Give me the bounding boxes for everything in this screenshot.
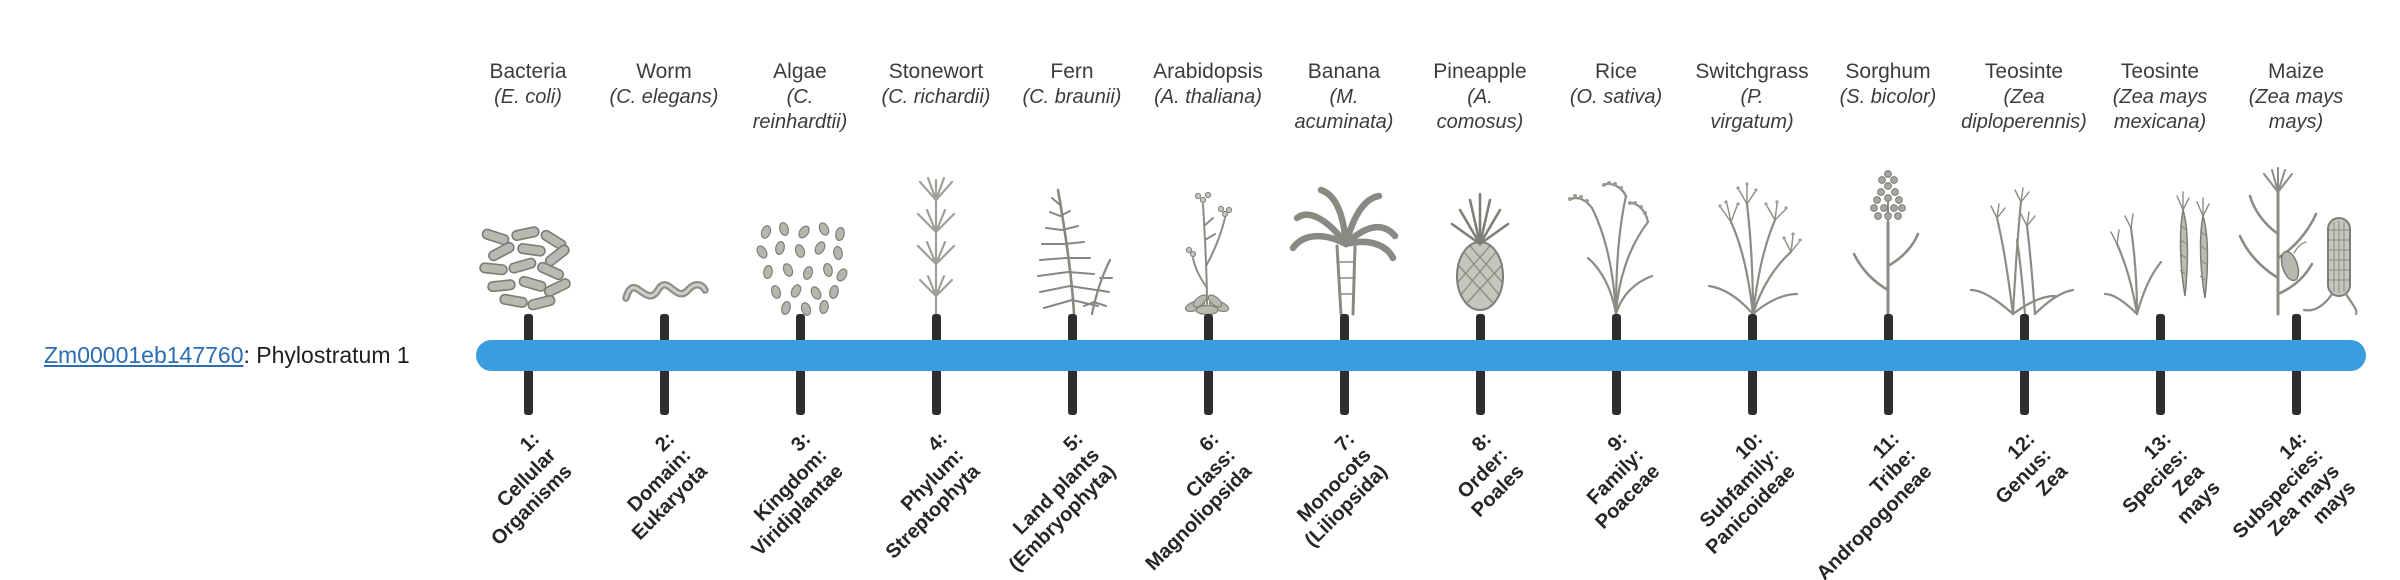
taxon-label: Arabidopsis (A. thaliana) (1113, 58, 1303, 110)
sorghum-illustration (1793, 168, 1983, 316)
taxon-common-name: Fern (1050, 60, 1094, 83)
stratum-text: 11: Tribe: Andropogoneae (1812, 428, 1937, 580)
gene-phylostratum-text: : Phylostratum 1 (243, 342, 410, 368)
switchgrass-illustration (1657, 168, 1847, 316)
stratum-text: 10: Subfamily: Panicoideae (1695, 428, 1801, 559)
taxon-scientific-name: (A. thaliana) (1154, 86, 1262, 108)
taxon-scientific-name: (Zea mays mays) (2248, 86, 2344, 133)
taxon-common-name: Banana (1307, 60, 1381, 83)
stratum-text: 14: Subspecies: Zea mays mays (2228, 428, 2361, 544)
taxon-common-name: Teosinte (2120, 60, 2200, 83)
taxon-common-name: Stonewort (888, 60, 984, 83)
taxon-common-name: Sorghum (1845, 60, 1931, 83)
taxon-label: Teosinte (Zea diploperennis) (1929, 58, 2119, 135)
gene-id-link[interactable]: Zm00001eb147760 (44, 342, 244, 368)
column-teosinte-diploperennis: Teosinte (Zea diploperennis) (1929, 0, 2119, 580)
teosinte-diploperennis-illustration (1929, 168, 2119, 316)
taxon-scientific-name: (M. acuminata) (1294, 86, 1394, 133)
taxon-scientific-name: (S. bicolor) (1839, 86, 1937, 108)
taxon-scientific-name: (Zea diploperennis) (1961, 86, 2087, 133)
stratum-text: 3: Kingdom: Viridiplantae (747, 428, 849, 561)
arabidopsis-illustration (1113, 168, 1303, 316)
banana-illustration (1249, 168, 1439, 316)
worm-illustration (569, 168, 759, 350)
teosinte-mexicana-illustration (2065, 168, 2255, 316)
stratum-text: 4: Phylum: Streptophyta (881, 428, 985, 564)
taxon-label: Sorghum (S. bicolor) (1793, 58, 1983, 110)
taxon-scientific-name: (P. virgatum) (1710, 86, 1794, 133)
taxon-common-name: Switchgrass (1695, 60, 1809, 83)
gene-label: Zm00001eb147760: Phylostratum 1 (44, 340, 410, 371)
stratum-text: 5: Land plants (Embryophyta) (1004, 428, 1121, 576)
taxon-label: Fern (C. braunii) (977, 58, 1167, 110)
fern-illustration (977, 168, 1167, 316)
stonewort-illustration (841, 168, 1031, 316)
taxon-label: Bacteria (E. coli) (433, 58, 623, 110)
taxon-label: Maize (Zea mays mays) (2201, 58, 2391, 135)
taxon-common-name: Arabidopsis (1153, 60, 1263, 83)
stratum-text: 6: Class: Magnoliopsida (1141, 428, 1257, 576)
taxon-scientific-name: (Zea mays mexicana) (2112, 86, 2208, 133)
stratum-text: 1: Cellular Organisms (486, 428, 577, 550)
taxon-common-name: Rice (1594, 60, 1637, 83)
taxon-label: Worm (C. elegans) (569, 58, 759, 110)
phylostrata-bar (476, 340, 2366, 371)
taxon-common-name: Teosinte (1984, 60, 2064, 83)
stratum-text: 2: Domain: Eukaryota (623, 428, 713, 545)
taxon-label: Algae (C. reinhardtii) (705, 58, 895, 135)
taxon-label: Banana (M. acuminata) (1249, 58, 1439, 135)
column-maize: Maize (Zea mays mays) (2201, 0, 2391, 580)
taxon-label: Teosinte (Zea mays mexicana) (2065, 58, 2255, 135)
taxon-scientific-name: (O. sativa) (1569, 86, 1663, 108)
rice-illustration (1521, 168, 1711, 316)
taxon-common-name: Worm (636, 60, 692, 83)
pineapple-illustration (1385, 168, 1575, 316)
taxon-common-name: Bacteria (489, 60, 567, 83)
column-switchgrass: Switchgrass (P. virgatum) (1657, 0, 1847, 580)
taxon-common-name: Pineapple (1433, 60, 1527, 83)
taxon-scientific-name: (C. braunii) (1022, 86, 1122, 108)
algae-illustration (705, 168, 895, 328)
taxon-scientific-name: (C. richardii) (881, 86, 991, 108)
column-sorghum: Sorghum (S. bicolor) (1793, 0, 1983, 580)
taxon-label: Rice (O. sativa) (1521, 58, 1711, 110)
taxon-scientific-name: (A. comosus) (1436, 86, 1524, 133)
taxon-scientific-name: (E. coli) (494, 86, 562, 108)
taxon-label: Switchgrass (P. virgatum) (1657, 58, 1847, 135)
taxon-scientific-name: (C. reinhardtii) (752, 86, 848, 133)
stratum-text: 9: Family: Poaceae (1582, 428, 1665, 534)
taxon-common-name: Algae (773, 60, 827, 83)
bacteria-illustration (433, 168, 623, 326)
stratum-text: 7: Monocots (Liliopsida) (1293, 428, 1393, 552)
stratum-text: 8: Order: Poales (1453, 428, 1529, 522)
taxon-scientific-name: (C. elegans) (609, 86, 719, 108)
stratum-text: 12: Genus: Zea (1991, 428, 2073, 509)
taxon-common-name: Maize (2267, 60, 2325, 83)
maize-illustration (2201, 167, 2391, 316)
column-arabidopsis: Arabidopsis (A. thaliana) 6: Class: (1113, 0, 1303, 580)
taxon-label: Stonewort (C. richardii) (841, 58, 1031, 110)
taxon-label: Pineapple (A. comosus) (1385, 58, 1575, 135)
